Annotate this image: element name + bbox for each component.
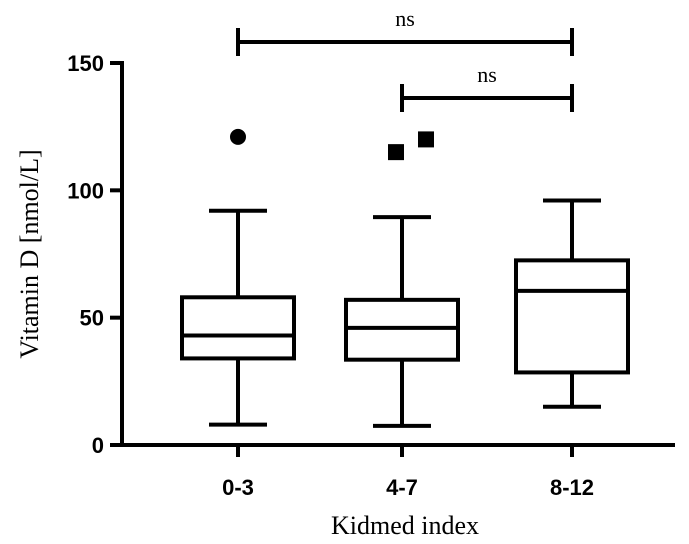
comparison-bracket: ns: [236, 6, 574, 56]
y-tick-label: 0: [92, 433, 104, 458]
x-axis-title: Kidmed index: [331, 511, 479, 540]
significance-label: ns: [395, 6, 415, 31]
box-group-8-12: [514, 198, 630, 409]
y-tick-label: 50: [80, 306, 104, 331]
x-tick-label: 0-3: [222, 475, 254, 500]
iqr-box: [180, 295, 296, 361]
box-group-0-3: [180, 128, 296, 427]
box-group-4-7: [344, 131, 460, 428]
boxes: [180, 128, 630, 428]
y-axis-title: Vitamin D [nmol/L]: [15, 149, 44, 358]
significance-label: ns: [477, 62, 497, 87]
significance-brackets: ns ns: [236, 6, 574, 112]
x-axis: 0-3 4-7 8-12: [120, 443, 675, 500]
x-tick-label: 8-12: [550, 475, 594, 500]
outlier-point: [388, 144, 404, 161]
outlier-point: [230, 128, 246, 145]
y-axis: 0 50 100 150: [67, 51, 124, 458]
iqr-box: [514, 258, 630, 375]
y-tick-label: 150: [67, 51, 104, 76]
outlier-point: [418, 131, 434, 148]
x-tick-label: 4-7: [386, 475, 418, 500]
comparison-bracket: ns: [400, 62, 574, 112]
y-tick-label: 100: [67, 178, 104, 203]
